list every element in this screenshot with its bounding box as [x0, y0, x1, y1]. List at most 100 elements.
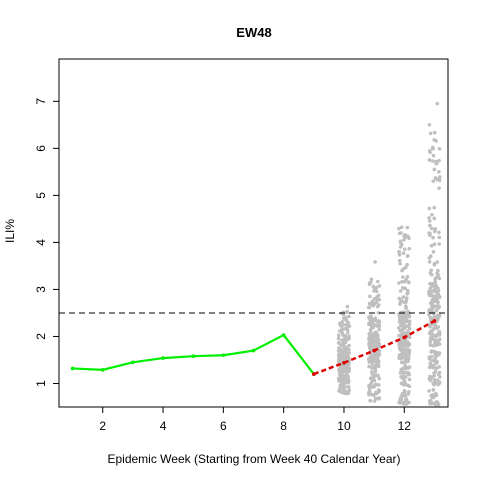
sample-point	[401, 321, 406, 326]
sample-point	[428, 254, 433, 258]
sample-point	[407, 246, 412, 251]
sample-point	[402, 279, 407, 284]
sample-point	[431, 344, 436, 348]
sample-point	[377, 320, 382, 324]
sample-point	[400, 343, 405, 348]
sample-point	[436, 272, 440, 277]
y-tick-label: 1	[34, 380, 48, 387]
sample-point	[432, 378, 437, 382]
sample-point	[397, 354, 402, 358]
sample-point	[375, 340, 380, 344]
sample-point	[407, 326, 412, 331]
sample-point	[427, 355, 432, 360]
sample-point	[402, 391, 407, 396]
sample-point	[407, 348, 412, 353]
sample-point	[375, 323, 380, 328]
sample-point	[402, 388, 407, 393]
sample-point	[374, 300, 379, 304]
sample-point	[347, 314, 351, 319]
sample-point	[338, 347, 343, 352]
sample-point	[406, 280, 411, 284]
sample-point	[404, 365, 409, 370]
sample-point	[432, 262, 437, 266]
sample-point	[428, 340, 433, 345]
sample-point	[346, 375, 350, 380]
sample-point	[407, 377, 412, 382]
sample-point	[377, 376, 381, 381]
sample-point	[407, 365, 412, 369]
sample-point	[345, 371, 349, 376]
sample-point	[397, 317, 402, 322]
sample-point	[377, 297, 382, 302]
sample-point	[427, 216, 431, 220]
sample-point	[433, 176, 438, 180]
sample-point	[375, 304, 380, 309]
sample-point	[406, 329, 410, 334]
forecast-median-point	[402, 335, 407, 340]
sample-point	[433, 280, 438, 284]
y-tick-label: 2	[34, 333, 48, 340]
sample-point	[337, 389, 341, 393]
sample-point	[375, 295, 379, 299]
sample-point	[403, 381, 407, 385]
sample-point	[429, 400, 434, 404]
sample-point	[403, 300, 408, 305]
forecast-sample-cloud	[336, 101, 442, 407]
sample-point	[434, 284, 439, 288]
y-axis: 1 2 3 4 5 6 7	[34, 98, 59, 387]
sample-point	[431, 387, 436, 392]
sample-point	[437, 342, 442, 346]
sample-point	[427, 259, 432, 264]
sample-point	[437, 276, 442, 281]
sample-point	[337, 369, 342, 374]
sample-point	[370, 362, 375, 366]
sample-point	[367, 321, 371, 325]
sample-point	[427, 149, 432, 153]
observed-point	[281, 333, 286, 337]
sample-point	[405, 324, 410, 328]
forecast-median-series	[312, 319, 437, 376]
sample-point	[427, 312, 431, 317]
sample-point	[340, 331, 345, 335]
sample-point	[343, 334, 348, 338]
sample-point	[427, 158, 432, 162]
sample-point	[346, 330, 350, 335]
sample-point	[397, 252, 402, 257]
sample-point	[373, 373, 377, 378]
sample-point	[342, 327, 347, 331]
sample-point	[404, 296, 409, 300]
sample-point	[401, 326, 405, 331]
sample-point	[435, 317, 440, 322]
sample-point	[367, 392, 371, 397]
sample-point	[404, 355, 409, 360]
sample-point	[402, 360, 407, 364]
sample-point	[375, 335, 380, 339]
sample-point	[404, 397, 409, 401]
observed-point	[161, 356, 165, 360]
sample-point	[435, 260, 439, 264]
sample-point	[368, 389, 372, 394]
sample-point	[345, 380, 350, 385]
sample-point	[340, 320, 345, 324]
sample-point	[430, 328, 434, 333]
sample-point	[432, 299, 437, 303]
sample-point	[373, 260, 377, 264]
sample-point	[429, 243, 434, 248]
sample-point	[398, 245, 403, 249]
sample-point	[368, 341, 372, 346]
sample-point	[427, 123, 432, 127]
sample-point	[432, 205, 437, 210]
sample-point	[400, 275, 405, 279]
sample-point	[369, 314, 373, 318]
sample-point	[405, 359, 410, 364]
forecast-median-point	[342, 360, 346, 365]
x-tick-label: 10	[337, 419, 351, 433]
y-tick-label: 4	[34, 239, 48, 246]
sample-point	[428, 231, 432, 236]
sample-point	[337, 358, 341, 363]
x-axis-label: Epidemic Week (Starting from Week 40 Cal…	[107, 452, 400, 466]
sample-point	[400, 279, 404, 284]
sample-point	[373, 396, 378, 401]
sample-point	[366, 357, 371, 362]
sample-point	[436, 292, 441, 297]
